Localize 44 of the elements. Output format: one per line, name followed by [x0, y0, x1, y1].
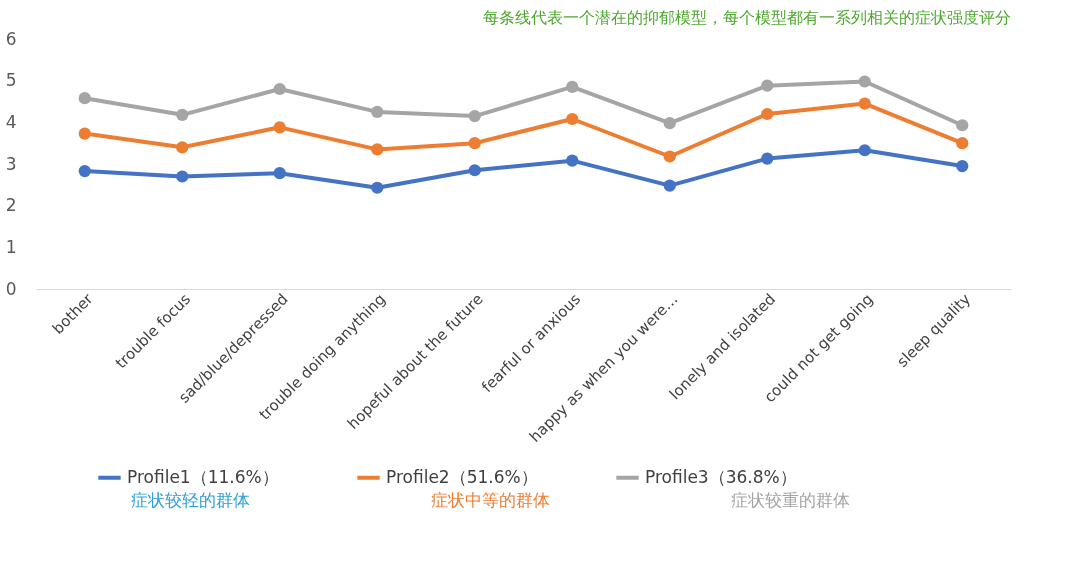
point	[761, 79, 774, 92]
point	[273, 167, 286, 180]
point	[956, 119, 969, 132]
point	[273, 82, 286, 96]
text: 症状较重的群体	[731, 490, 850, 510]
point	[78, 92, 91, 105]
point	[371, 105, 384, 119]
point	[761, 152, 774, 165]
point	[663, 150, 676, 163]
point	[273, 121, 286, 134]
text: 症状较轻的群体	[131, 490, 250, 510]
point	[78, 127, 91, 140]
point	[468, 164, 481, 177]
y-tick-label: 4	[5, 111, 17, 132]
y-tick-label: 2	[5, 195, 17, 216]
point	[176, 108, 189, 121]
text: 症状中等的群体	[431, 490, 550, 510]
point	[566, 80, 579, 94]
point	[371, 143, 384, 156]
y-tick-label: 3	[5, 153, 17, 174]
point	[858, 97, 871, 110]
point	[761, 107, 774, 121]
point	[78, 164, 91, 178]
legend-label: Profile2（51.6%）	[386, 466, 538, 487]
y-tick-label: 5	[5, 70, 17, 91]
point	[663, 117, 676, 130]
point	[566, 154, 579, 167]
point	[176, 141, 189, 154]
point	[468, 109, 481, 123]
y-tick-label: 0	[5, 278, 17, 299]
chart-title: 每条线代表一个潜在的抑郁模型，每个模型都有一系列相关的症状强度评分	[483, 8, 1011, 27]
point	[858, 144, 871, 157]
y-tick-label: 1	[5, 236, 17, 257]
legend-label: Profile3（36.8%）	[645, 466, 797, 487]
point	[663, 179, 676, 192]
point	[371, 181, 384, 194]
point	[468, 137, 481, 150]
point	[566, 112, 579, 126]
legend-label: Profile1（11.6%）	[127, 466, 279, 487]
point	[176, 170, 189, 183]
point	[956, 159, 969, 173]
y-tick-label: 6	[5, 28, 17, 49]
point	[956, 137, 969, 150]
point	[858, 75, 871, 88]
